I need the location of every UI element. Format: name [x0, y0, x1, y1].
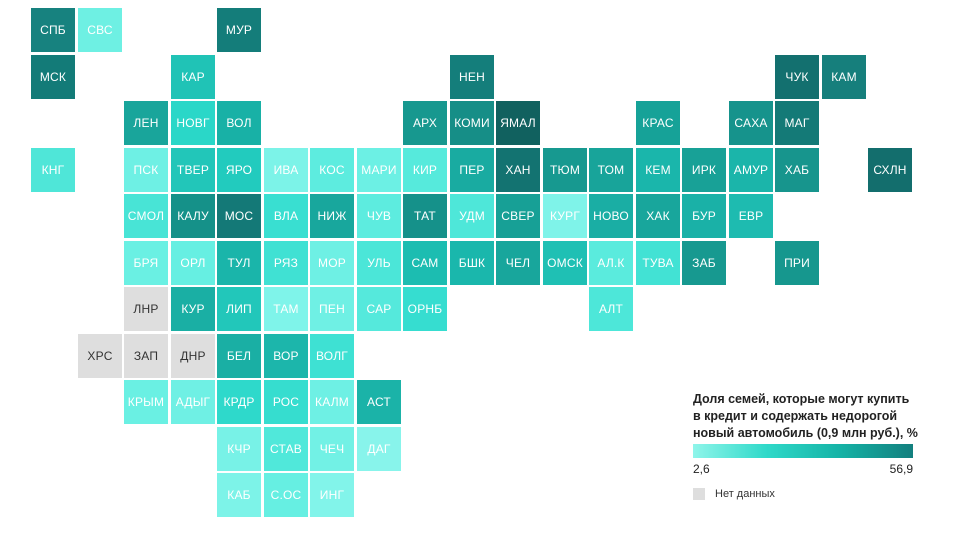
region-tile-СВС[interactable]: СВС [78, 8, 122, 52]
legend: Доля семей, которые могут купить в креди… [693, 391, 918, 500]
region-tile-ХРС[interactable]: ХРС [78, 334, 122, 378]
legend-min-label: 2,6 [693, 462, 710, 476]
region-tile-ЗАБ[interactable]: ЗАБ [682, 241, 726, 285]
region-tile-СХЛН[interactable]: СХЛН [868, 148, 912, 192]
region-tile-ХАН[interactable]: ХАН [496, 148, 540, 192]
region-tile-ЧУК[interactable]: ЧУК [775, 55, 819, 99]
region-tile-КРЫМ[interactable]: КРЫМ [124, 380, 168, 424]
region-tile-МАРИ[interactable]: МАРИ [357, 148, 401, 192]
region-tile-ТАМ[interactable]: ТАМ [264, 287, 308, 331]
region-tile-УДМ[interactable]: УДМ [450, 194, 494, 238]
region-tile-БЕЛ[interactable]: БЕЛ [217, 334, 261, 378]
region-tile-ПСК[interactable]: ПСК [124, 148, 168, 192]
region-tile-ТВЕР[interactable]: ТВЕР [171, 148, 215, 192]
region-tile-ЧЕЛ[interactable]: ЧЕЛ [496, 241, 540, 285]
region-tile-ОМСК[interactable]: ОМСК [543, 241, 587, 285]
region-tile-ТУЛ[interactable]: ТУЛ [217, 241, 261, 285]
region-tile-КРДР[interactable]: КРДР [217, 380, 261, 424]
region-tile-КУР[interactable]: КУР [171, 287, 215, 331]
region-tile-ИРК[interactable]: ИРК [682, 148, 726, 192]
region-tile-БУР[interactable]: БУР [682, 194, 726, 238]
region-tile-БШК[interactable]: БШК [450, 241, 494, 285]
region-tile-С.ОС[interactable]: С.ОС [264, 473, 308, 517]
region-tile-РОС[interactable]: РОС [264, 380, 308, 424]
region-tile-САМ[interactable]: САМ [403, 241, 447, 285]
region-tile-КИР[interactable]: КИР [403, 148, 447, 192]
region-tile-ЛИП[interactable]: ЛИП [217, 287, 261, 331]
region-tile-АМУР[interactable]: АМУР [729, 148, 773, 192]
region-tile-ПЕН[interactable]: ПЕН [310, 287, 354, 331]
region-tile-КАР[interactable]: КАР [171, 55, 215, 99]
region-tile-УЛЬ[interactable]: УЛЬ [357, 241, 401, 285]
region-tile-СТАВ[interactable]: СТАВ [264, 427, 308, 471]
region-tile-АРХ[interactable]: АРХ [403, 101, 447, 145]
region-tile-КАБ[interactable]: КАБ [217, 473, 261, 517]
region-tile-САХА[interactable]: САХА [729, 101, 773, 145]
region-tile-ТАТ[interactable]: ТАТ [403, 194, 447, 238]
region-tile-НИЖ[interactable]: НИЖ [310, 194, 354, 238]
region-tile-СМОЛ[interactable]: СМОЛ [124, 194, 168, 238]
legend-max-label: 56,9 [889, 462, 913, 476]
region-tile-КОС[interactable]: КОС [310, 148, 354, 192]
region-tile-КЧР[interactable]: КЧР [217, 427, 261, 471]
region-tile-СВЕР[interactable]: СВЕР [496, 194, 540, 238]
region-tile-ВЛА[interactable]: ВЛА [264, 194, 308, 238]
region-tile-СПБ[interactable]: СПБ [31, 8, 75, 52]
region-tile-ДНР[interactable]: ДНР [171, 334, 215, 378]
region-tile-АДЫГ[interactable]: АДЫГ [171, 380, 215, 424]
region-tile-КРАС[interactable]: КРАС [636, 101, 680, 145]
region-tile-МСК[interactable]: МСК [31, 55, 75, 99]
region-tile-ИНГ[interactable]: ИНГ [310, 473, 354, 517]
region-tile-ПЕР[interactable]: ПЕР [450, 148, 494, 192]
region-tile-ОРЛ[interactable]: ОРЛ [171, 241, 215, 285]
region-tile-ЯРО[interactable]: ЯРО [217, 148, 261, 192]
no-data-label: Нет данных [715, 488, 775, 500]
region-tile-КАМ[interactable]: КАМ [822, 55, 866, 99]
legend-ticks: 2,6 56,9 [693, 462, 913, 476]
region-tile-КЕМ[interactable]: КЕМ [636, 148, 680, 192]
region-tile-ВОЛ[interactable]: ВОЛ [217, 101, 261, 145]
region-tile-ЕВР[interactable]: ЕВР [729, 194, 773, 238]
region-tile-КАЛМ[interactable]: КАЛМ [310, 380, 354, 424]
region-tile-МОС[interactable]: МОС [217, 194, 261, 238]
region-tile-ЗАП[interactable]: ЗАП [124, 334, 168, 378]
region-tile-ПРИ[interactable]: ПРИ [775, 241, 819, 285]
region-tile-КОМИ[interactable]: КОМИ [450, 101, 494, 145]
region-tile-ТОМ[interactable]: ТОМ [589, 148, 633, 192]
region-tile-ИВА[interactable]: ИВА [264, 148, 308, 192]
region-tile-ЛЕН[interactable]: ЛЕН [124, 101, 168, 145]
region-tile-КАЛУ[interactable]: КАЛУ [171, 194, 215, 238]
region-tile-ЧУВ[interactable]: ЧУВ [357, 194, 401, 238]
region-tile-АЛ.К[interactable]: АЛ.К [589, 241, 633, 285]
region-tile-ВОР[interactable]: ВОР [264, 334, 308, 378]
region-tile-КНГ[interactable]: КНГ [31, 148, 75, 192]
legend-color-bar [693, 444, 913, 458]
region-tile-ДАГ[interactable]: ДАГ [357, 427, 401, 471]
region-tile-ВОЛГ[interactable]: ВОЛГ [310, 334, 354, 378]
region-tile-ЛНР[interactable]: ЛНР [124, 287, 168, 331]
region-tile-ХАК[interactable]: ХАК [636, 194, 680, 238]
region-tile-НОВО[interactable]: НОВО [589, 194, 633, 238]
region-tile-МАГ[interactable]: МАГ [775, 101, 819, 145]
region-tile-ОРНБ[interactable]: ОРНБ [403, 287, 447, 331]
region-tile-МУР[interactable]: МУР [217, 8, 261, 52]
no-data-legend: Нет данных [693, 488, 918, 500]
no-data-swatch [693, 488, 705, 500]
region-tile-АСТ[interactable]: АСТ [357, 380, 401, 424]
region-tile-НОВГ[interactable]: НОВГ [171, 101, 215, 145]
region-tile-НЕН[interactable]: НЕН [450, 55, 494, 99]
region-tile-РЯЗ[interactable]: РЯЗ [264, 241, 308, 285]
region-tile-БРЯ[interactable]: БРЯ [124, 241, 168, 285]
legend-title: Доля семей, которые могут купить в креди… [693, 392, 918, 440]
region-tile-МОР[interactable]: МОР [310, 241, 354, 285]
region-tile-САР[interactable]: САР [357, 287, 401, 331]
region-tile-ТУВА[interactable]: ТУВА [636, 241, 680, 285]
region-tile-ЯМАЛ[interactable]: ЯМАЛ [496, 101, 540, 145]
region-tile-ТЮМ[interactable]: ТЮМ [543, 148, 587, 192]
region-tile-ЧЕЧ[interactable]: ЧЕЧ [310, 427, 354, 471]
region-tile-АЛТ[interactable]: АЛТ [589, 287, 633, 331]
region-tile-ХАБ[interactable]: ХАБ [775, 148, 819, 192]
region-tile-КУРГ[interactable]: КУРГ [543, 194, 587, 238]
